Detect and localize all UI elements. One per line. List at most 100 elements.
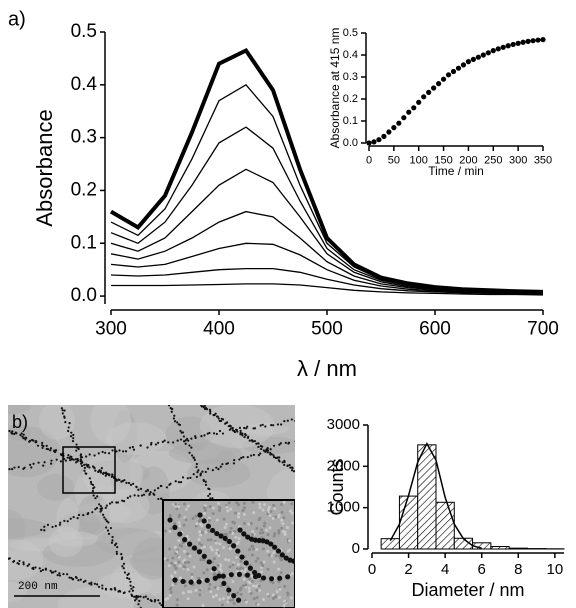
data-point [411, 105, 416, 110]
tem-particle [34, 566, 36, 568]
tem-texture [290, 502, 293, 505]
tem-particle [29, 464, 31, 466]
tem-texture [258, 584, 261, 587]
tem-texture [192, 517, 195, 520]
tem-particle [188, 444, 190, 446]
tem-particle [88, 582, 90, 584]
y-tick-label: 0.4 [71, 74, 98, 95]
tem-particle [205, 471, 207, 473]
tem-texture [199, 534, 202, 537]
tem-particle [139, 596, 141, 598]
tem-particle [63, 520, 65, 522]
tem-particle [218, 417, 220, 419]
y-tick-label: 0.1 [343, 115, 358, 127]
tem-texture [265, 529, 268, 532]
tem-particle [101, 467, 103, 469]
tem-texture [237, 512, 240, 515]
tem-texture [271, 554, 274, 557]
tem-texture [277, 568, 280, 571]
tem-texture [166, 559, 169, 562]
tem-particle [154, 599, 156, 601]
data-point [521, 40, 526, 45]
tem-particle [226, 587, 231, 592]
tem-particle [45, 569, 47, 571]
tem-texture [282, 516, 285, 519]
tem-texture [212, 512, 215, 515]
tem-texture [225, 523, 228, 526]
tem-texture [248, 587, 251, 590]
tem-particle [177, 440, 179, 442]
tem-particle [227, 462, 229, 464]
tem-particle [101, 587, 103, 589]
tem-particle [190, 447, 192, 449]
tem-particle [277, 576, 282, 581]
data-point [381, 134, 386, 139]
tem-texture [199, 558, 202, 561]
tem-texture [222, 597, 225, 600]
tem-particle [50, 462, 52, 464]
tem-particle [59, 524, 61, 526]
tem-texture [190, 573, 193, 576]
tem-particle [209, 410, 211, 412]
tem-particle [174, 420, 176, 422]
data-point [371, 139, 376, 144]
data-point [376, 137, 381, 142]
tem-particle [237, 527, 242, 532]
tem-texture [217, 502, 220, 505]
tem-particle [210, 528, 215, 533]
tem-texture [174, 567, 177, 570]
tem-particle [123, 563, 125, 565]
tem-particle [108, 473, 110, 475]
tem-particle [11, 432, 13, 434]
tem-texture [272, 597, 275, 600]
tem-particle [264, 425, 266, 427]
tem-particle [196, 463, 198, 465]
tem-texture [170, 591, 173, 594]
panel-label: b) [12, 412, 28, 432]
tem-texture [203, 545, 206, 548]
tem-particle [76, 517, 78, 519]
tem-particle [121, 558, 123, 560]
tem-particle [239, 554, 244, 559]
data-point [366, 140, 371, 145]
tem-particle [133, 448, 135, 450]
y-tick-label: 0.0 [343, 137, 358, 149]
tem-particle [249, 440, 251, 442]
x-axis-label: Diameter / nm [411, 580, 524, 600]
tem-texture [168, 548, 171, 551]
tem-texture [178, 524, 181, 527]
tem-texture [268, 526, 271, 529]
tem-texture [212, 595, 215, 598]
tem-texture [227, 559, 230, 562]
tem-texture [212, 506, 215, 509]
tem-particle [72, 434, 74, 436]
tem-particle [223, 536, 228, 541]
tem-particle [94, 497, 96, 499]
tem-particle [230, 427, 232, 429]
tem-particle [216, 433, 218, 435]
data-point [471, 57, 476, 62]
tem-texture [236, 591, 239, 594]
tem-particle [164, 439, 166, 441]
tem-particle [85, 463, 87, 465]
tem-texture [281, 522, 284, 525]
tem-texture [252, 548, 255, 551]
tem-particle [28, 441, 30, 443]
x-tick-label: 250 [484, 155, 502, 167]
tem-texture [179, 576, 182, 579]
tem-particle [133, 596, 135, 598]
tem-particle [201, 471, 203, 473]
tem-particle [179, 424, 181, 426]
tem-particle [157, 442, 159, 444]
tem-texture [239, 560, 242, 563]
tem-particle [276, 548, 281, 553]
tem-particle [259, 452, 261, 454]
tem-texture [274, 595, 277, 598]
tem-particle [162, 441, 164, 443]
tem-particle [102, 451, 104, 453]
tem-particle [153, 494, 155, 496]
tem-texture [262, 547, 265, 550]
tem-texture [219, 568, 222, 571]
y-tick-label: 3000 [327, 416, 360, 433]
tem-texture [234, 536, 237, 539]
